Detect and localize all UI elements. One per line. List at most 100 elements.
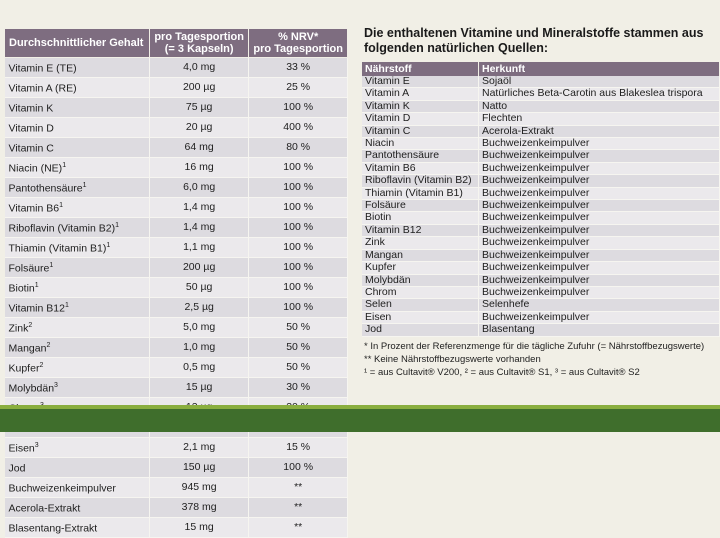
amount-cell: 5,0 mg — [149, 317, 250, 338]
origin-cell: Selenhefe — [478, 298, 720, 312]
nutrient-cell: Biotin — [362, 212, 479, 225]
header-nrv: % NRV* pro Tagesportion — [248, 28, 348, 58]
origin-cell: Acerola-Extrakt — [478, 125, 720, 139]
table-row: Molybdän Buchweizenkeimpulver — [362, 274, 720, 287]
table-row: Thiamin (Vitamin B1)1 1,1 mg 100 % — [4, 237, 348, 258]
nutrient-cell: Vitamin E — [362, 75, 479, 89]
table-row: Pantothensäure Buchweizenkeimpulver — [362, 150, 720, 163]
nutrient-name-cell: Eisen3 — [4, 437, 150, 458]
table-row: Vitamin E Sojaöl — [362, 75, 720, 89]
table-row: Buchweizenkeimpulver 945 mg ** — [4, 477, 348, 498]
table-row: Eisen3 2,1 mg 15 % — [4, 437, 348, 458]
origin-cell: Buchweizenkeimpulver — [478, 199, 720, 213]
nutrient-cell: Jod — [362, 323, 479, 337]
table-row: Riboflavin (Vitamin B2) Buchweizenkeimpul… — [362, 174, 720, 188]
table-row: Acerola-Extrakt 378 mg ** — [4, 497, 348, 518]
nutrient-name: Vitamin B12 — [8, 302, 65, 315]
nrv-cell: 100 % — [248, 97, 348, 118]
table-row: Folsäure Buchweizenkeimpulver — [362, 199, 720, 213]
origin-cell: Buchweizenkeimpulver — [478, 286, 720, 300]
source-footnote-marker: 1 — [106, 242, 111, 249]
amount-cell: 15 mg — [149, 517, 250, 538]
sources-body: Vitamin E Sojaöl Vitamin A Natürliches Beta… — [362, 75, 720, 337]
nutrient-cell: Thiamin (Vitamin B1) — [362, 187, 479, 201]
nutrient-name: Zink — [8, 322, 29, 335]
nrv-cell: 100 % — [248, 197, 348, 218]
table-row: Molybdän3 15 µg 30 % — [4, 377, 348, 398]
header-nrv-line2: pro Tagesportion — [253, 43, 343, 55]
nrv-cell: ** — [248, 497, 348, 518]
footnotes: * In Prozent der Referenzmenge für die t… — [362, 340, 720, 379]
nutrient-name: Folsäure — [8, 262, 50, 275]
table-row: Kupfer2 0,5 mg 50 % — [4, 357, 348, 378]
nutrient-cell: Vitamin B12 — [362, 224, 479, 238]
nrv-cell: 100 % — [248, 297, 348, 318]
origin-cell: Blasentang — [478, 323, 720, 337]
origin-cell: Buchweizenkeimpulver — [478, 212, 720, 225]
amount-cell: 1,0 mg — [149, 337, 250, 358]
amount-cell: 1,4 mg — [149, 197, 250, 218]
nutrient-cell: Folsäure — [362, 199, 479, 213]
amount-cell: 945 mg — [149, 477, 250, 498]
nrv-cell: 100 % — [248, 457, 348, 478]
nutrient-name: Thiamin (Vitamin B1) — [8, 242, 107, 255]
origin-cell: Buchweizenkeimpulver — [478, 162, 720, 176]
nutrient-name-cell: Thiamin (Vitamin B1)1 — [4, 237, 150, 258]
nutrient-content-table: Durchschnittlicher Gehalt pro Tagesporti… — [4, 28, 348, 538]
header-daily-portion: pro Tagesportion (= 3 Kapseln) — [148, 28, 250, 58]
origin-cell: Buchweizenkeimpulver — [478, 150, 720, 163]
nutrient-name: Niacin (NE) — [8, 162, 63, 175]
header-origin: Herkunft — [478, 62, 720, 76]
header-nutrient: Nährstoff — [362, 62, 479, 76]
table-row: Jod 150 µg 100 % — [4, 457, 348, 478]
nutrient-name: Riboflavin (Vitamin B2) — [8, 222, 116, 235]
nutrient-name-cell: Molybdän3 — [4, 377, 150, 398]
nutrient-content-panel: Durchschnittlicher Gehalt pro Tagesporti… — [4, 28, 348, 538]
amount-cell: 6,0 mg — [149, 177, 250, 198]
nutrient-name-cell: Buchweizenkeimpulver — [4, 477, 150, 498]
sources-heading: Die enthaltenen Vitamine und Mineralstof… — [364, 26, 720, 56]
origin-cell: Buchweizenkeimpulver — [478, 261, 720, 275]
nutrient-name: Buchweizenkeimpulver — [8, 482, 116, 495]
sources-heading-line2: folgenden natürlichen Quellen: — [364, 41, 549, 55]
nutrient-name-cell: Vitamin B61 — [4, 197, 150, 218]
table-row: Vitamin C Acerola-Extrakt — [362, 125, 720, 139]
source-footnote-marker: 2 — [39, 362, 44, 369]
nrv-cell: 50 % — [248, 357, 348, 378]
sources-table: Nährstoff Herkunft Vitamin E Sojaöl Vitami… — [362, 62, 720, 337]
nrv-cell: 100 % — [248, 217, 348, 238]
nutrient-cell: Selen — [362, 298, 479, 312]
nutrient-name-cell: Biotin1 — [4, 277, 150, 298]
nutrient-name: Vitamin C — [8, 142, 54, 155]
nutrient-cell: Chrom — [362, 286, 479, 300]
nrv-cell: 50 % — [248, 337, 348, 358]
header-daily-portion-line1: pro Tagesportion — [154, 31, 244, 43]
header-daily-portion-line2: (= 3 Kapseln) — [164, 43, 234, 55]
nutrient-name: Vitamin A (RE) — [8, 82, 77, 95]
nutrient-name-cell: Vitamin A (RE) — [4, 77, 150, 98]
amount-cell: 378 mg — [149, 497, 250, 518]
nutrient-cell: Molybdän — [362, 274, 479, 287]
nutrient-cell: Eisen — [362, 311, 479, 325]
source-footnote-marker: 2 — [28, 322, 33, 329]
amount-cell: 1,4 mg — [149, 217, 250, 238]
nrv-cell: 400 % — [248, 117, 348, 138]
nutrient-name-cell: Kupfer2 — [4, 357, 150, 378]
origin-cell: Buchweizenkeimpulver — [478, 187, 720, 201]
nutrient-cell: Vitamin K — [362, 100, 479, 114]
origin-cell: Buchweizenkeimpulver — [478, 224, 720, 238]
source-footnote-marker: 1 — [82, 182, 87, 189]
nutrient-name-cell: Vitamin C — [4, 137, 150, 158]
nutrient-name: Mangan — [8, 342, 47, 355]
nrv-cell: 33 % — [248, 57, 348, 78]
table-row: Eisen Buchweizenkeimpulver — [362, 311, 720, 325]
nrv-cell: 30 % — [248, 377, 348, 398]
nutrient-name: Blasentang-Extrakt — [8, 522, 98, 535]
nutrient-name: Eisen — [8, 442, 35, 455]
header-average-content: Durchschnittlicher Gehalt — [4, 28, 150, 58]
origin-cell: Buchweizenkeimpulver — [478, 311, 720, 325]
amount-cell: 150 µg — [149, 457, 250, 478]
nutrient-name: Acerola-Extrakt — [8, 502, 81, 515]
table-row: Vitamin A Natürliches Beta-Carotin aus Bl… — [362, 88, 720, 101]
nutrient-cell: Pantothensäure — [362, 150, 479, 163]
